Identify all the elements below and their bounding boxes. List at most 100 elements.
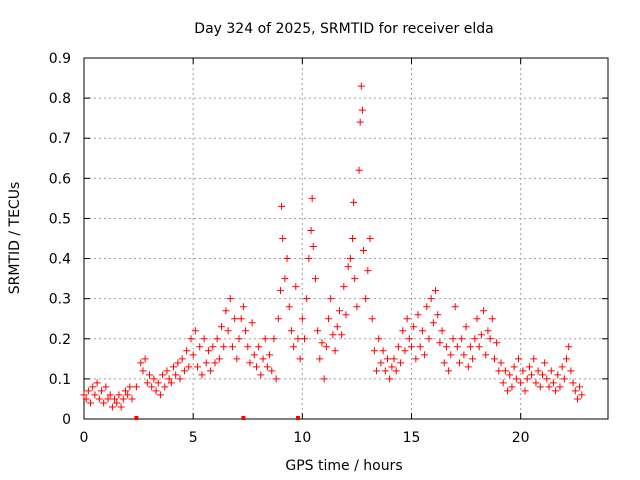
data-point (390, 355, 398, 363)
data-point (484, 327, 492, 335)
data-point (325, 315, 333, 323)
data-point (183, 347, 191, 355)
data-point (558, 363, 566, 371)
data-point (246, 359, 254, 367)
data-point (170, 363, 178, 371)
data-point (196, 343, 204, 351)
data-point (508, 383, 516, 391)
data-point (466, 343, 474, 351)
data-point (545, 383, 553, 391)
data-point (233, 355, 241, 363)
data-point (111, 395, 119, 403)
data-point (331, 347, 339, 355)
data-point (224, 327, 232, 335)
data-point (432, 287, 440, 295)
data-point (392, 367, 400, 375)
data-point (456, 359, 464, 367)
data-point (87, 399, 95, 407)
data-point (401, 347, 409, 355)
data-point (536, 383, 544, 391)
data-point (266, 351, 274, 359)
data-point (285, 303, 293, 311)
data-point (298, 315, 306, 323)
y-tick-label: 0.4 (49, 252, 71, 268)
data-point (108, 403, 116, 411)
data-point (469, 355, 477, 363)
data-point (464, 363, 472, 371)
data-point (320, 375, 328, 383)
data-point (379, 347, 387, 355)
data-point (506, 371, 514, 379)
data-point (442, 343, 450, 351)
data-point (84, 387, 92, 395)
data-point (93, 379, 101, 387)
data-point (185, 363, 193, 371)
data-point (228, 343, 236, 351)
data-point (150, 375, 158, 383)
data-point (523, 375, 531, 383)
y-tick-label: 0.8 (49, 91, 71, 107)
data-point (218, 323, 226, 331)
data-point (294, 335, 302, 343)
data-point (569, 379, 577, 387)
data-point (567, 367, 575, 375)
data-point (296, 355, 304, 363)
data-point (163, 367, 171, 375)
data-point (301, 335, 309, 343)
data-point (274, 315, 282, 323)
data-point (477, 331, 485, 339)
data-point (180, 367, 188, 375)
data-point (222, 307, 230, 315)
data-point (226, 295, 234, 303)
data-point (497, 359, 505, 367)
data-point (91, 391, 99, 399)
data-point (556, 383, 564, 391)
data-point (119, 395, 127, 403)
data-point (161, 383, 169, 391)
data-point (202, 359, 210, 367)
data-point (488, 315, 496, 323)
data-point (394, 343, 402, 351)
data-point (490, 355, 498, 363)
data-point (207, 367, 215, 375)
data-point (359, 247, 367, 255)
data-point (316, 355, 324, 363)
data-point (191, 327, 199, 335)
data-point (510, 363, 518, 371)
data-point (410, 323, 418, 331)
data-point (194, 363, 202, 371)
data-point (445, 367, 453, 375)
data-point (156, 391, 164, 399)
data-point (117, 403, 125, 411)
data-point (560, 375, 568, 383)
data-point (534, 367, 542, 375)
data-point (252, 363, 260, 371)
data-point (174, 359, 182, 367)
data-point (480, 307, 488, 315)
data-point (383, 355, 391, 363)
data-point (309, 243, 317, 251)
data-point (364, 267, 372, 275)
x-axis-label: GPS time / hours (285, 458, 402, 474)
data-point (141, 355, 149, 363)
data-point (429, 319, 437, 327)
data-point (211, 359, 219, 367)
data-point (198, 371, 206, 379)
data-point (344, 263, 352, 271)
data-point (250, 351, 258, 359)
data-point (137, 359, 145, 367)
data-point (353, 303, 361, 311)
data-point (95, 395, 103, 403)
data-point (290, 343, 298, 351)
data-point (375, 335, 383, 343)
data-point (440, 359, 448, 367)
data-point (237, 315, 245, 323)
data-point (279, 235, 287, 242)
data-point (571, 387, 579, 395)
grid (84, 58, 608, 419)
y-tick-label: 0.2 (49, 332, 71, 348)
data-point (434, 311, 442, 319)
data-point (89, 383, 97, 391)
y-tick-label: 0.3 (49, 292, 71, 308)
axis-ticks: 0 0.1 0.2 0.3 0.4 0.5 0.6 0.7 0.8 0.9 0 5 10 15 20 (49, 51, 608, 446)
